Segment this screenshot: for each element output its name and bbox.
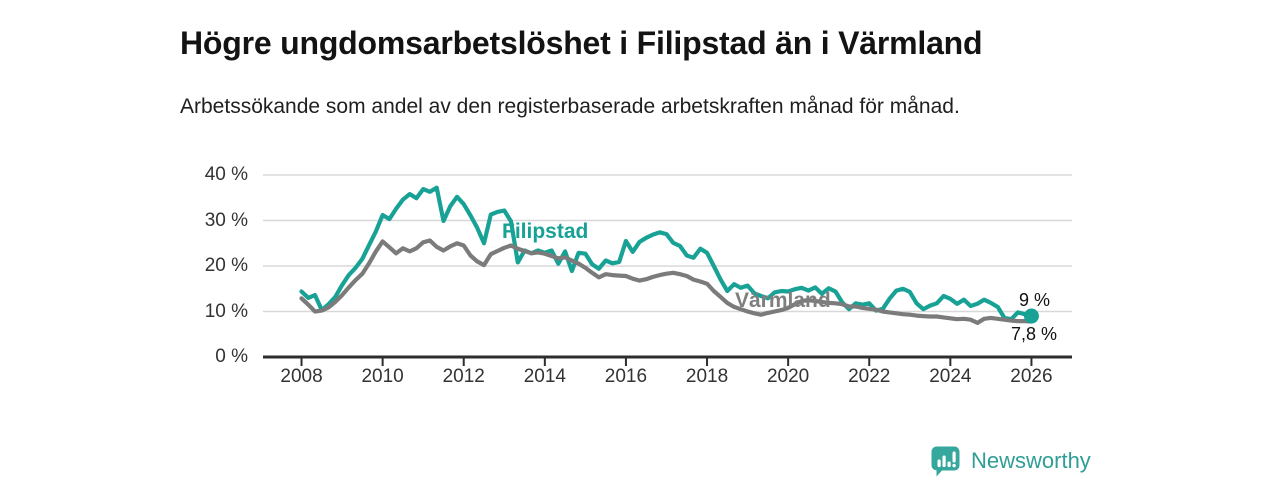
end-value-label-varmland: 7,8 % bbox=[1011, 324, 1058, 344]
series-label-filipstad: Filipstad bbox=[502, 220, 589, 243]
end-dot-filipstad bbox=[1023, 308, 1039, 324]
series-label-varmland: Värmland bbox=[735, 289, 831, 312]
y-tick-label-0: 0 % bbox=[215, 346, 248, 367]
x-tick-label-2012: 2012 bbox=[442, 366, 485, 387]
line-värmland bbox=[299, 238, 1034, 325]
x-tick-label-2018: 2018 bbox=[685, 366, 729, 387]
y-tick-label-30: 30 % bbox=[204, 209, 248, 231]
x-tick-label-2008: 2008 bbox=[280, 366, 323, 387]
newsworthy-bar-chart-icon bbox=[931, 446, 960, 477]
x-tick-label-2016: 2016 bbox=[604, 366, 648, 387]
x-tick-label-2010: 2010 bbox=[361, 366, 404, 387]
x-tick-label-2026: 2026 bbox=[1010, 366, 1053, 387]
line-filipstad bbox=[299, 185, 1034, 322]
page-title: Högre ungdomsarbetslöshet i Filipstad än… bbox=[180, 25, 983, 62]
chart-subtitle: Arbetssökande som andel av den registerb… bbox=[180, 95, 960, 118]
x-tick-label-2024: 2024 bbox=[929, 366, 972, 387]
newsworthy-wordmark: Newsworthy bbox=[971, 447, 1091, 473]
y-tick-label-20: 20 % bbox=[204, 255, 248, 276]
newsworthy-logo: Newsworthy bbox=[929, 444, 1091, 477]
y-tick-label-10: 10 % bbox=[204, 300, 248, 322]
x-tick-label-2014: 2014 bbox=[523, 366, 566, 387]
x-tick-label-2022: 2022 bbox=[848, 366, 891, 387]
y-tick-label-40: 40 % bbox=[204, 164, 248, 185]
end-value-label-filipstad: 9 % bbox=[1019, 290, 1051, 310]
x-tick-label-2020: 2020 bbox=[766, 366, 810, 387]
